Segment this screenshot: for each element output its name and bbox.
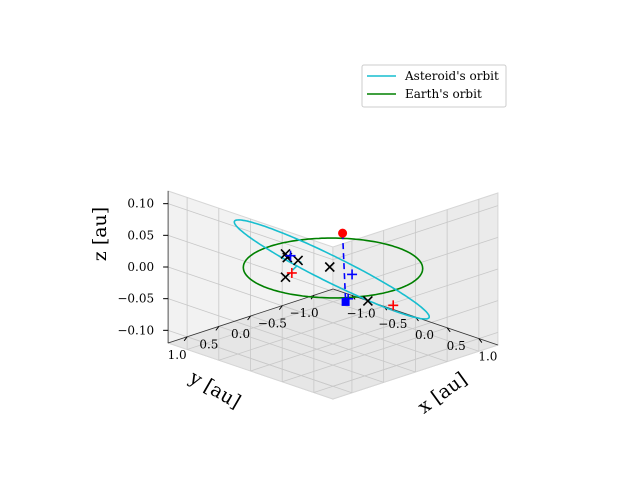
plus-red-a (388, 300, 399, 311)
z-tick-label: 0.10 (127, 197, 154, 211)
y-tick-label: 0.0 (231, 327, 250, 341)
earth-node-line (341, 233, 347, 302)
earth-position (341, 297, 350, 306)
y-tick-label: 0.5 (199, 337, 218, 351)
grid-line-z-right (332, 268, 499, 324)
y-tick-label: 1.0 (168, 348, 187, 362)
z-tick-label: 0.05 (127, 228, 154, 242)
grid-line-z-right (332, 331, 499, 387)
grid-line-z-left (167, 234, 334, 292)
grid-line-z-left (167, 266, 334, 324)
grid-line-y-floor (218, 326, 384, 383)
plus-blue-a (285, 250, 296, 261)
sun-position (338, 228, 348, 238)
orbit-series (233, 219, 430, 320)
earth-orbit-line (242, 237, 424, 299)
legend: Asteroid's orbit Earth's orbit (361, 64, 507, 108)
y-tick-mark (247, 315, 252, 321)
x-tick-label: 0.5 (447, 339, 466, 353)
cross-a (292, 255, 304, 266)
y-tick-label: −0.5 (258, 317, 287, 331)
cross-f (280, 272, 291, 283)
legend-label-earth: Earth's orbit (405, 87, 482, 101)
grid-line-y-floor (313, 294, 479, 352)
x-tick-label: −1.0 (347, 306, 376, 320)
grid-line-z-right (332, 205, 499, 261)
z-tick-label: −0.05 (117, 292, 154, 306)
y-axis-label: y [au] (185, 366, 245, 413)
x-axis-label: x [au] (414, 368, 472, 418)
plus-red-b (286, 267, 297, 278)
asteroid-orbit-line (233, 219, 430, 320)
grid-line-z-left (167, 298, 334, 356)
plus-blue-b (347, 269, 358, 280)
z-tick-label: −0.10 (117, 323, 154, 337)
grid-line-z-left (167, 329, 334, 387)
grid-line-z-left (167, 203, 334, 261)
x-tick-label: 0.0 (415, 328, 434, 342)
legend-label-asteroid: Asteroid's orbit (404, 69, 499, 83)
y-tick-mark (183, 336, 188, 342)
grid-line-z-right (332, 300, 499, 356)
y-tick-label: −1.0 (289, 306, 318, 320)
legend-frame (361, 64, 507, 108)
y-tick-mark (215, 326, 220, 331)
orbit-markers (280, 228, 399, 311)
grid-line-y-floor (250, 315, 416, 373)
axes-grid (167, 197, 499, 394)
x-tick-mark (446, 327, 451, 333)
plus-blue-c (343, 293, 354, 304)
cross-e (362, 295, 373, 307)
x-tick-mark (478, 338, 483, 343)
y-tick-mark (278, 305, 283, 310)
cross-b (324, 261, 335, 273)
grid-line-z-right (332, 236, 499, 292)
z-tick-label: 0.00 (127, 260, 154, 274)
z-axis-label: z [au] (89, 207, 111, 261)
x-tick-label: 1.0 (478, 350, 497, 364)
x-tick-label: −0.5 (378, 317, 407, 331)
